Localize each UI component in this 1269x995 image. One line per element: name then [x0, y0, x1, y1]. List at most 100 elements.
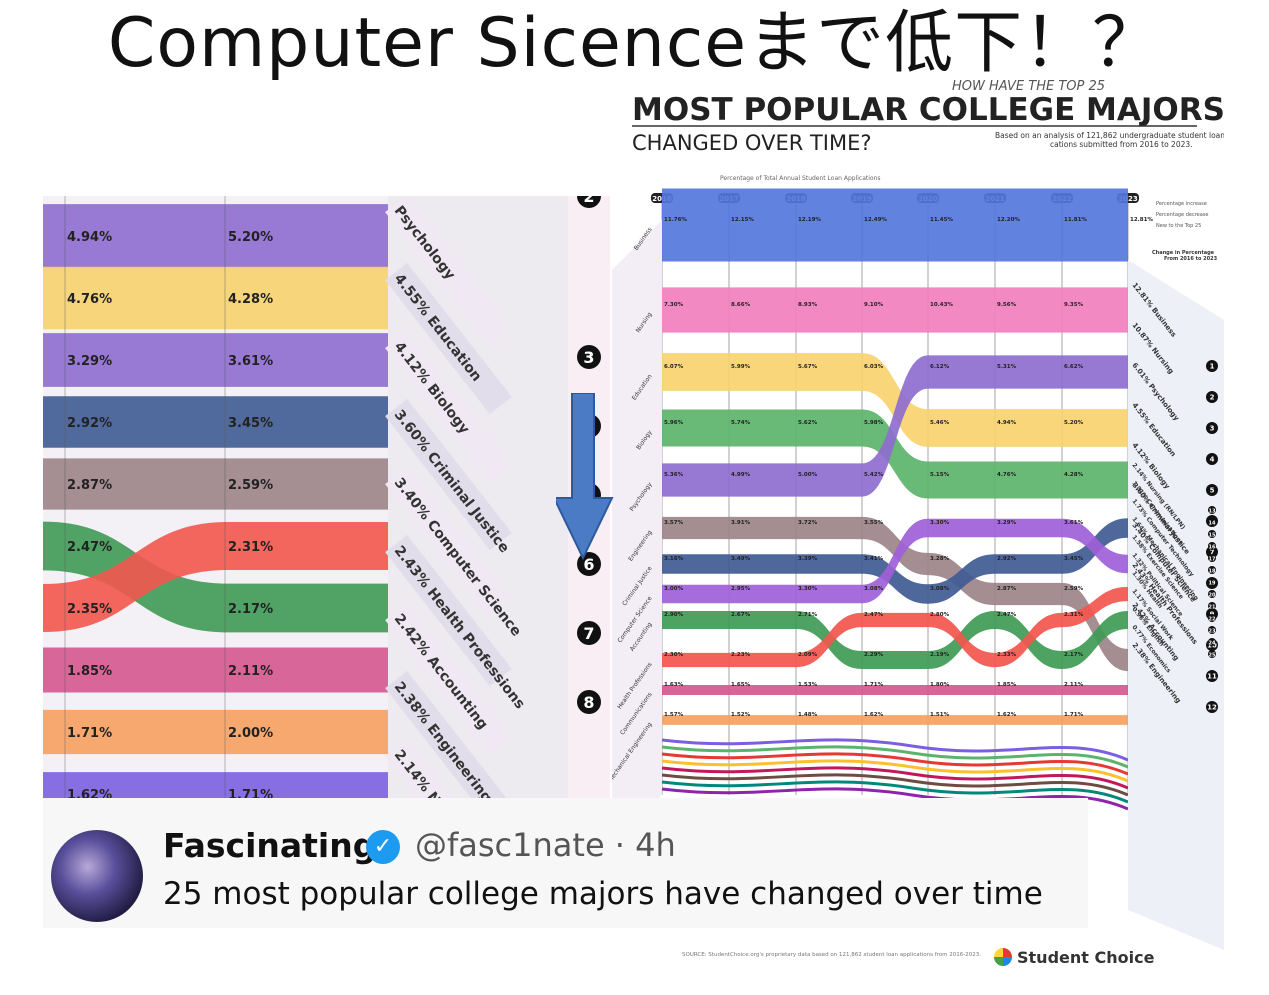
rank-marker: [577, 345, 601, 369]
rank-number: 7: [583, 624, 594, 643]
infographic-panel: HOW HAVE THE TOP 25 MOST POPULAR COLLEGE …: [612, 80, 1224, 972]
value-label: 5.67%: [798, 364, 818, 370]
minor-series-line: [661, 787, 1129, 811]
value-label: 7.30%: [664, 302, 684, 308]
right-label-band: [385, 466, 512, 619]
zoomed-chart-panel: 4.94% 5.20% 4.76% 4.28% 3.29% 3.61% 2.92% 3.45%…: [43, 196, 610, 824]
value-label-2017: 2.11%: [228, 664, 273, 679]
value-label: 2.59%: [1064, 586, 1084, 592]
rank-marker: [1206, 453, 1218, 465]
value-label: 2.29%: [864, 652, 884, 658]
rank-marker: [1208, 626, 1216, 634]
rank-number: 21: [1209, 605, 1216, 611]
rank-marker: [577, 690, 601, 714]
band-psychology: [662, 355, 1128, 497]
value-label: 5.98%: [864, 420, 884, 426]
student-choice-logo-icon: [994, 948, 1012, 966]
value-label: 2.17%: [1064, 652, 1084, 658]
legend-entry: New to the Top 25: [1156, 223, 1201, 229]
value-label: 1.48%: [798, 712, 818, 718]
tweet-author-name[interactable]: Fascinating: [163, 826, 377, 865]
rank-marker: [1206, 484, 1218, 496]
band-business: [662, 188, 1128, 262]
tweet-text: 25 most popular college majors have chan…: [163, 876, 1043, 912]
value-label: 1.62%: [997, 712, 1017, 718]
value-label: 4.99%: [731, 472, 751, 478]
rank-number: 20: [1209, 593, 1216, 599]
rank-number: 5: [1210, 487, 1215, 495]
left-label-strip: [612, 220, 662, 840]
rank-number: 23: [1209, 629, 1216, 635]
band-communications: [43, 647, 388, 693]
rank-marker: [1208, 614, 1216, 622]
value-label: 3.72%: [798, 520, 818, 526]
value-label: 4.76%: [997, 472, 1017, 478]
rank-number: 3: [583, 348, 594, 367]
value-label: 5.96%: [664, 420, 684, 426]
rank-number: 16: [1209, 545, 1216, 551]
value-label: 1.63%: [664, 682, 684, 688]
legend-entry: Percentage decrease: [1156, 212, 1208, 218]
rank-marker: [1206, 546, 1218, 558]
value-label: 12.81%: [1130, 217, 1153, 223]
rank-marker: [1208, 506, 1216, 514]
value-label: 5.15%: [930, 472, 950, 478]
avatar[interactable]: [51, 830, 143, 922]
minor-series-line: [661, 766, 1129, 790]
band-accounting: [662, 611, 1128, 669]
band-criminal-justice: [43, 396, 388, 448]
value-label: 1.62%: [864, 712, 884, 718]
minor-series-line: [661, 745, 1129, 769]
page-title: Computer Sicenceまで低下！？: [107, 4, 1162, 83]
rank-marker: [577, 621, 601, 645]
value-label: 2.47%: [997, 612, 1017, 618]
value-label-2016: 2.35%: [67, 602, 112, 617]
rank-marker: [1206, 670, 1218, 682]
value-label-2016: 3.29%: [67, 354, 112, 369]
value-label: 3.49%: [731, 556, 751, 562]
value-label: 2.19%: [930, 652, 950, 658]
rank-number: 18: [1209, 569, 1216, 575]
value-label: 9.10%: [864, 302, 884, 308]
value-label: 3.41%: [864, 556, 884, 562]
rank-number: 12: [1207, 704, 1217, 712]
value-label: 3.61%: [1064, 520, 1084, 526]
tweet-handle[interactable]: @fasc1nate · 4h: [415, 826, 676, 864]
value-label: 6.03%: [864, 364, 884, 370]
value-label-2017: 2.00%: [228, 726, 273, 741]
rank-marker: [1208, 554, 1216, 562]
value-label: 5.36%: [664, 472, 684, 478]
band-communications: [662, 684, 1128, 696]
rank-marker: [1206, 360, 1218, 372]
right-label-band: [385, 262, 512, 415]
tweet-card[interactable]: Fascinating ✓ @fasc1nate · 4h 25 most po…: [43, 798, 1088, 928]
value-label: 10.43%: [930, 302, 953, 308]
change-header-2: From 2016 to 2023: [1164, 256, 1218, 262]
value-label: 3.08%: [864, 586, 884, 592]
value-label: 2.87%: [997, 586, 1017, 592]
rank-number: 2: [1210, 394, 1215, 402]
rank-marker: [1208, 638, 1216, 646]
value-label-2017: 4.28%: [228, 292, 273, 307]
rank-number: 6: [583, 555, 594, 574]
value-label: 12.19%: [798, 217, 821, 223]
right-label-strip: [1128, 260, 1224, 950]
value-label: 5.42%: [864, 472, 884, 478]
zoomed-chart: 4.94% 5.20% 4.76% 4.28% 3.29% 3.61% 2.92% 3.45%…: [43, 196, 610, 824]
note-2: cations submitted from 2016 to 2023.: [1050, 140, 1193, 149]
value-label: 2.09%: [798, 652, 818, 658]
band-engineering: [662, 516, 1128, 672]
value-label: 3.30%: [798, 586, 818, 592]
value-label: 2.33%: [997, 652, 1017, 658]
value-label-2017: 3.45%: [228, 416, 273, 431]
value-label-2016: 2.92%: [67, 416, 112, 431]
source-note: SOURCE: StudentChoice.org's proprietary …: [682, 952, 981, 958]
rank-number: 13: [1209, 509, 1216, 515]
rank-marker: [1208, 542, 1216, 550]
value-label: 2.23%: [731, 652, 751, 658]
rank-marker: [1206, 701, 1218, 713]
band-criminal-justice: [662, 518, 1128, 604]
value-label: 1.57%: [664, 712, 684, 718]
value-label: 2.67%: [731, 612, 751, 618]
value-label-2017: 2.59%: [228, 478, 273, 493]
